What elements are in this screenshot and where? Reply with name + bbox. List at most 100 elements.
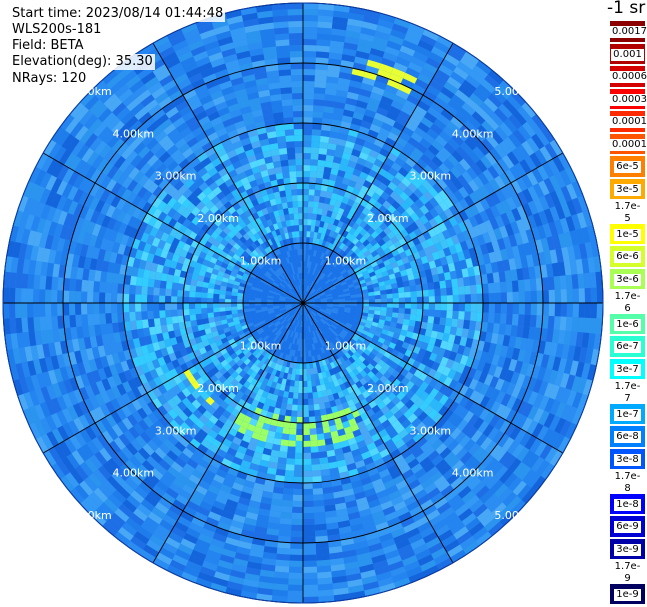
range-gate-cell	[561, 303, 567, 317]
range-gate-cell	[513, 303, 519, 314]
range-gate-cell	[317, 39, 331, 46]
range-gate-cell	[69, 303, 75, 315]
range-gate-cell	[93, 303, 99, 314]
range-gate-cell	[276, 469, 286, 476]
range-gate-cell	[51, 316, 58, 329]
range-gate-cell	[427, 282, 434, 289]
range-gate-cell	[167, 274, 174, 282]
range-gate-cell	[51, 303, 57, 316]
range-gate-cell	[275, 566, 289, 573]
range-gate-cell	[404, 314, 411, 320]
range-gate-cell	[573, 289, 579, 303]
range-gate-cell	[445, 318, 452, 326]
range-gate-cell	[171, 296, 177, 303]
range-gate-cell	[494, 282, 501, 293]
range-gate-cell	[135, 311, 142, 320]
range-gate-cell	[530, 279, 537, 292]
range-gate-cell	[314, 512, 326, 519]
range-gate-cell	[317, 21, 332, 28]
range-gate-cell	[303, 447, 311, 453]
range-gate-cell	[9, 288, 15, 303]
range-gate-cell	[288, 392, 294, 399]
range-gate-cell	[311, 452, 319, 459]
range-gate-cell	[278, 457, 287, 464]
range-gate-cell	[387, 303, 393, 308]
range-gate-cell	[243, 303, 249, 306]
range-gate-cell	[276, 554, 290, 561]
range-gate-cell	[21, 317, 28, 332]
range-gate-cell	[231, 295, 237, 299]
range-gate-cell	[303, 507, 314, 513]
range-gate-cell	[426, 276, 433, 284]
range-gate-cell	[313, 494, 324, 501]
range-gate-cell	[303, 357, 306, 363]
range-gate-cell	[87, 303, 93, 314]
range-gate-cell	[303, 111, 313, 117]
range-gate-cell	[303, 69, 315, 75]
range-gate-cell	[280, 439, 288, 446]
range-gate-cell	[9, 318, 16, 334]
range-gate-cell	[297, 417, 303, 423]
range-gate-cell	[75, 315, 82, 327]
range-gate-cell	[105, 313, 112, 324]
range-gate-cell	[57, 290, 63, 303]
range-gate-cell	[433, 317, 440, 325]
range-gate-cell	[422, 290, 428, 297]
range-gate-cell	[21, 274, 28, 289]
range-gate-cell	[142, 278, 149, 287]
range-gate-cell	[439, 317, 446, 325]
range-gate-cell	[381, 307, 387, 312]
range-gate-cell	[201, 303, 207, 308]
range-gate-cell	[507, 303, 513, 314]
range-gate-cell	[323, 426, 331, 433]
range-gate-cell	[298, 393, 303, 399]
range-gate-cell	[130, 276, 137, 286]
range-gate-cell	[309, 177, 316, 183]
range-gate-cell	[303, 543, 316, 549]
range-gate-cell	[208, 312, 215, 318]
range-gate-cell	[518, 314, 525, 326]
range-gate-cell	[290, 543, 303, 549]
range-gate-cell	[309, 422, 316, 428]
range-gate-cell	[399, 298, 405, 303]
range-gate-cell	[555, 303, 561, 317]
range-gate-cell	[313, 202, 319, 209]
range-gate-cell	[207, 298, 213, 303]
range-gate-cell	[69, 291, 75, 303]
range-gate-cell	[21, 303, 27, 318]
range-gate-cell	[177, 290, 183, 297]
range-gate-cell	[303, 75, 315, 81]
range-gate-cell	[405, 297, 411, 303]
range-gate-cell	[524, 279, 531, 291]
range-gate-cell	[219, 299, 225, 303]
range-gate-cell	[303, 495, 313, 501]
range-gate-cell	[291, 525, 303, 531]
range-gate-cell	[297, 405, 303, 411]
range-gate-cell	[310, 434, 318, 441]
range-gate-cell	[303, 465, 312, 471]
range-gate-cell	[555, 289, 561, 303]
range-gate-cell	[357, 303, 363, 306]
range-gate-cell	[183, 297, 189, 303]
range-gate-cell	[153, 303, 159, 311]
range-gate-cell	[307, 387, 312, 393]
range-gate-cell	[190, 285, 197, 292]
range-gate-cell	[441, 295, 447, 303]
range-gate-cell	[306, 231, 310, 237]
range-gate-cell	[219, 303, 225, 307]
range-gate-cell	[500, 282, 507, 293]
range-gate-cell	[303, 51, 316, 57]
range-gate-cell	[63, 290, 69, 303]
range-gate-cell	[303, 195, 309, 201]
range-gate-cell	[573, 303, 579, 317]
range-gate-cell	[291, 531, 303, 537]
range-gate-cell	[319, 451, 328, 458]
range-gate-cell	[314, 410, 321, 417]
range-gate-cell	[432, 274, 439, 282]
range-gate-cell	[567, 303, 573, 317]
range-gate-cell	[512, 314, 519, 326]
range-gate-cell	[393, 298, 399, 303]
range-gate-cell	[153, 295, 159, 303]
range-gate-cell	[297, 411, 303, 417]
range-gate-cell	[311, 141, 320, 148]
